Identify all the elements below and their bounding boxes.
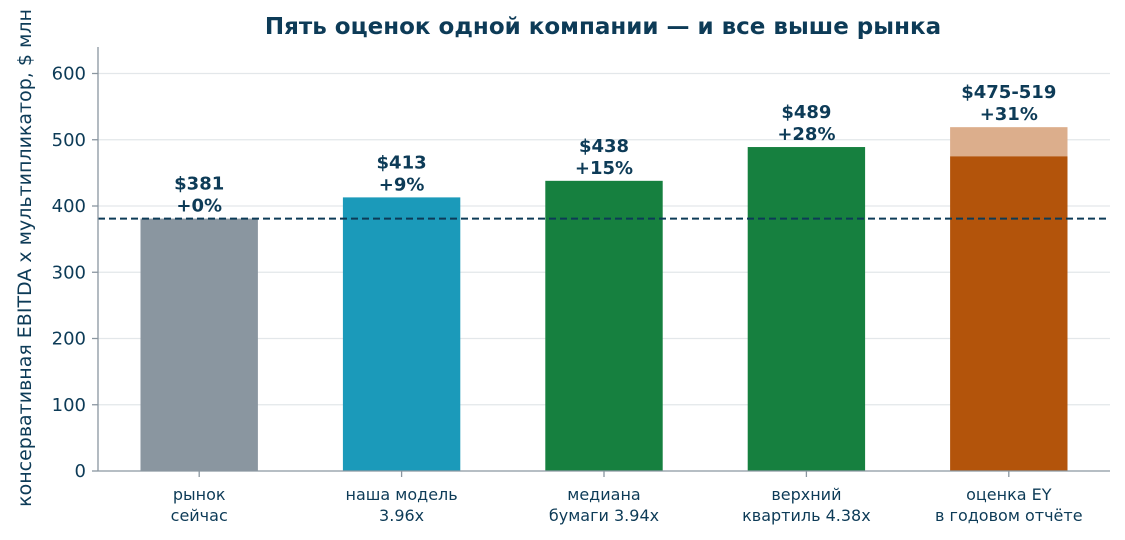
chart-title: Пять оценок одной компании — и все выше … [265, 14, 941, 40]
x-tick-label: медиана [567, 485, 640, 504]
y-tick-label: 600 [52, 64, 86, 85]
bar [747, 147, 866, 471]
x-tick-label: оценка EY [966, 485, 1052, 504]
value-label: $475-519 [961, 82, 1056, 103]
y-tick-label: 100 [52, 395, 86, 416]
y-tick-label: 300 [52, 262, 86, 283]
percent-label: +28% [777, 124, 835, 145]
bar [545, 180, 663, 471]
x-tick-label: наша модель [345, 485, 457, 504]
percent-label: +9% [379, 174, 425, 195]
y-tick-label: 400 [52, 196, 86, 217]
x-tick-label: рынок [173, 485, 226, 504]
value-label: $438 [579, 136, 629, 157]
bar-range [950, 127, 1068, 157]
x-tick-label: верхний [771, 485, 841, 504]
percent-label: +0% [176, 196, 222, 217]
bars [140, 127, 1068, 471]
bar [950, 156, 1068, 471]
bar [342, 197, 461, 471]
value-label: $413 [377, 152, 427, 173]
value-label: $489 [781, 102, 831, 123]
y-tick-label: 0 [75, 461, 86, 482]
percent-label: +31% [980, 104, 1038, 125]
x-tick-label: в годовом отчёте [935, 506, 1083, 525]
bar [140, 218, 258, 471]
x-tick-label: квартиль 4.38x [742, 506, 871, 525]
axes: 0 100 200 300 400 500 600 рынок сейчас наша модел… [52, 47, 1110, 525]
x-tick-label: сейчас [171, 506, 228, 525]
value-label: $381 [174, 174, 224, 195]
y-axis-label: консервативная EBITDA x мультипликатор, … [14, 9, 36, 507]
percent-label: +15% [575, 158, 633, 179]
data-labels: $381+0% $413+9% $438+15% $489+28% $475-519+3… [174, 82, 1056, 216]
y-tick-label: 200 [52, 329, 86, 350]
x-tick-label: бумаги 3.94x [549, 506, 659, 525]
y-tick-label: 500 [52, 130, 86, 151]
x-tick-label: 3.96x [379, 506, 424, 525]
